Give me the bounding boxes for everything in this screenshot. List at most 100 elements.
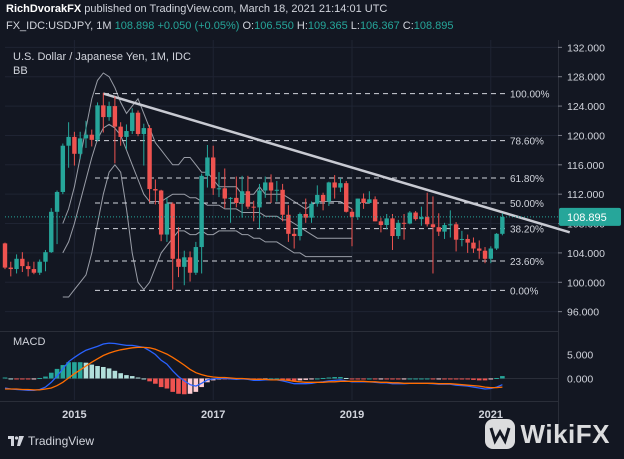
candle-body (153, 189, 158, 191)
candle-body (187, 257, 193, 273)
fib-level-label: 100.00% (510, 90, 550, 101)
candle-body (297, 214, 303, 237)
candle-body (436, 227, 441, 232)
macd-histogram-bar (2, 377, 8, 379)
candle-body (424, 216, 430, 225)
ohlc-line: FX_IDC:USDJPY, 1M 108.898 +0.050 (+0.05%… (6, 20, 454, 32)
macd-histogram-bar (20, 378, 25, 380)
macd-histogram-bar (297, 378, 303, 381)
chart-axes: 96.000100.000104.000108.000112.000116.00… (5, 42, 621, 421)
macd-histogram-bar (37, 377, 42, 379)
candle-body (60, 145, 66, 192)
time-tick-label: 2015 (62, 409, 86, 421)
macd-histogram-bar (54, 368, 60, 379)
candle-body (349, 211, 355, 217)
bollinger-lower (62, 163, 352, 298)
macd-histogram-bar (147, 378, 152, 382)
candlesticks (2, 92, 505, 290)
last-price-label: 108.895 (567, 212, 607, 224)
macd-histogram-bar (187, 378, 193, 394)
macd-histogram-bar (315, 378, 320, 380)
macd-signal-line (5, 346, 503, 391)
candle-body (199, 175, 204, 248)
macd-histogram-bar (442, 378, 447, 380)
candle-body (465, 238, 470, 243)
candle-body (390, 218, 395, 237)
candle-body (494, 233, 499, 249)
price-chart[interactable]: 100.00% 78.60% 61.80% 50.00% 38.20% 23.60% 0.0… (0, 40, 624, 425)
macd-histogram-bar (459, 378, 465, 380)
macd-histogram-bar (482, 378, 488, 381)
chart-title: U.S. Dollar / Japanese Yen, 1M, IDC (13, 51, 191, 63)
time-tick-label: 2017 (201, 409, 225, 421)
macd-histogram-bar (170, 378, 176, 392)
candle-body (43, 252, 48, 262)
candle-body (112, 106, 118, 127)
high-value: 109.365 (307, 20, 348, 32)
candle-body (20, 258, 25, 267)
macd-histogram-bar (14, 378, 19, 380)
macd-histogram-bar (424, 378, 430, 380)
price-tick-label: 132.000 (567, 42, 605, 54)
macd-histogram-bar (448, 378, 453, 380)
candle-body (338, 183, 343, 188)
chart-header: RichDvorakFX published on TradingView.co… (0, 0, 624, 40)
chart-footer: TradingView WikiFX (0, 419, 624, 459)
candle-body (367, 199, 372, 203)
candle-body (477, 248, 482, 251)
macd-histogram-bar (372, 378, 378, 380)
macd-histogram-bar (488, 378, 494, 380)
macd-histogram-bar (453, 378, 459, 380)
price-tick-label: 100.000 (567, 277, 605, 289)
candle-body (77, 138, 83, 154)
candle-body (384, 218, 389, 226)
candle-body (332, 182, 337, 188)
candle-body (378, 221, 384, 226)
fib-level-label: 23.60% (510, 257, 544, 268)
candle-body (372, 199, 378, 222)
macd-histogram-bar (280, 378, 285, 380)
macd-histogram-bar (419, 378, 424, 380)
macd-histogram-bar (60, 365, 66, 379)
tradingview-brand: TradingView (28, 434, 95, 448)
macd-histogram-bar (286, 378, 291, 381)
candle-body (488, 248, 493, 259)
price-change: +0.050 (+0.05%) (157, 20, 240, 32)
macd-histogram-bar (343, 377, 349, 379)
candle-body (101, 105, 106, 118)
candle-body (95, 105, 100, 140)
tradingview-icon (8, 436, 24, 446)
symbol-label[interactable]: FX_IDC:USDJPY, 1M (6, 20, 112, 32)
bb-indicator-label: BB (13, 65, 28, 77)
macd-histogram-bar (193, 378, 199, 392)
price-tick-label: 104.000 (567, 248, 605, 260)
macd-histogram-bar (129, 376, 135, 379)
fib-level-label: 0.00% (510, 286, 538, 297)
candle-body (164, 203, 170, 235)
candle-body (453, 224, 459, 240)
macd-histogram-bar (176, 378, 181, 394)
candle-body (500, 216, 505, 234)
tradingview-logo[interactable]: TradingView (8, 434, 94, 448)
macd-histogram-bar (43, 376, 48, 379)
candle-body (66, 136, 71, 146)
candle-body (361, 198, 366, 203)
candle-body (14, 258, 19, 270)
candle-body (193, 247, 199, 273)
macd-histogram-bar (395, 378, 401, 380)
candle-body (106, 106, 112, 118)
price-tick-label: 116.000 (567, 160, 604, 172)
candle-body (147, 128, 152, 190)
macd-histogram-bar (181, 378, 187, 395)
author-name[interactable]: RichDvorakFX (6, 3, 82, 15)
price-tick-label: 128.000 (567, 72, 605, 84)
macd-title: MACD (13, 336, 45, 348)
macd-histogram-bar (72, 362, 77, 379)
time-tick-label: 2021 (479, 409, 503, 421)
candle-body (141, 128, 146, 134)
wikifx-text: WikiFX (520, 419, 610, 449)
fib-level-label: 38.20% (510, 225, 544, 236)
candle-body (124, 131, 129, 137)
candle-body (89, 134, 94, 140)
candle-body (291, 233, 297, 237)
